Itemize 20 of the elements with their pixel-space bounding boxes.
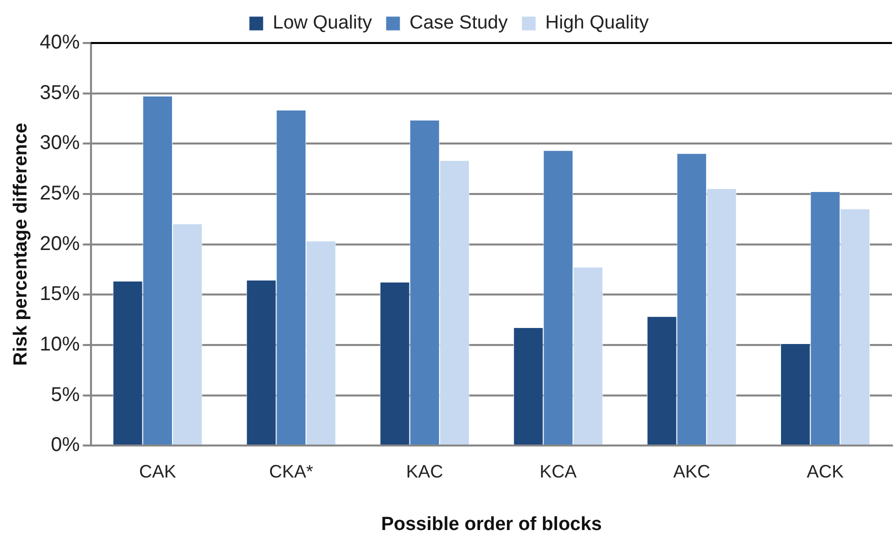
x-tick-label: AKC [673, 461, 710, 482]
y-tick-label: 10% [40, 333, 80, 356]
y-tick-label: 20% [40, 232, 80, 255]
y-tick-label: 40% [40, 32, 80, 54]
legend-label: High Quality [545, 12, 650, 34]
y-tick-label: 5% [50, 384, 80, 406]
x-tick-label: CAK [139, 461, 176, 482]
x-axis-title: Possible order of blocks [381, 514, 602, 535]
y-tick-label: 30% [40, 132, 80, 154]
y-axis-title: Risk percentage difference [10, 122, 32, 366]
y-tick-label: 0% [50, 434, 80, 456]
x-tick-label: CKA* [269, 461, 314, 482]
y-tick-label: 15% [40, 283, 80, 306]
y-tick-label: 25% [40, 182, 80, 204]
x-tick-label: ACK [806, 461, 844, 482]
legend-label: Case Study [410, 12, 508, 34]
x-tick-label: KCA [540, 461, 577, 482]
legend-label: Low Quality [272, 12, 373, 34]
x-tick-label: KAC [406, 461, 444, 482]
y-tick-label: 35% [40, 82, 80, 104]
